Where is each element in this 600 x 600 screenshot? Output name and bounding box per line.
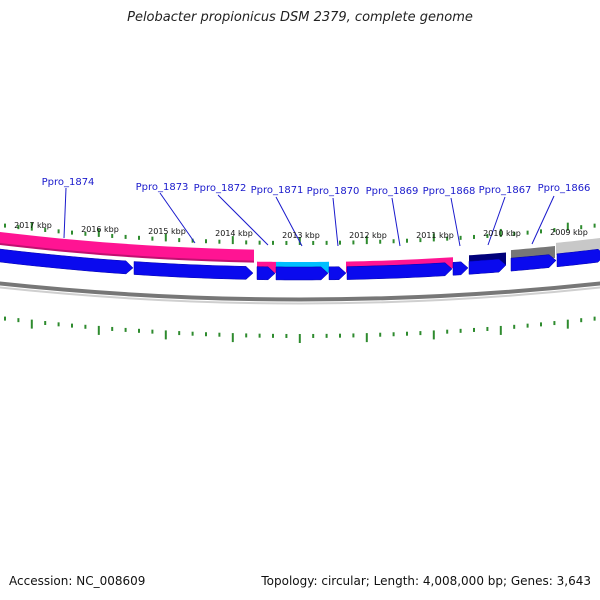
gene-arrow: [0, 248, 134, 275]
genome-stats-text: Topology: circular; Length: 4,008,000 bp…: [261, 574, 591, 588]
kbp-label: 2014 kbp: [215, 229, 253, 238]
tick-marks-bottom: [4, 316, 596, 343]
gene-label[interactable]: Ppro_1871: [251, 185, 304, 196]
gene-arrow: [510, 254, 557, 272]
gene-label[interactable]: Ppro_1870: [307, 186, 360, 197]
gene-label[interactable]: Ppro_1866: [538, 183, 591, 194]
leader-line: [275, 196, 303, 247]
backbone-outer: [0, 281, 600, 302]
leader-line: [391, 197, 401, 247]
kbp-label: 2011 kbp: [416, 231, 454, 240]
forward-strand-track: [0, 248, 600, 281]
leader-line: [487, 196, 506, 246]
kbp-label-group: 2017 kbp 2016 kbp 2015 kbp 2014 kbp 2013…: [14, 221, 588, 240]
gene-leader-lines: [63, 187, 555, 247]
genome-title: Pelobacter propionicus DSM 2379, complet…: [127, 10, 473, 25]
leader-line: [332, 197, 339, 247]
leader-line: [450, 197, 461, 247]
accession-text: Accession: NC_008609: [9, 574, 146, 588]
backbone-inner: [0, 286, 600, 305]
kbp-label: 2012 kbp: [349, 231, 387, 240]
gene-label[interactable]: Ppro_1872: [194, 183, 247, 194]
leader-line: [159, 192, 196, 244]
kbp-label: 2016 kbp: [81, 225, 119, 234]
gene-arrow: [133, 261, 254, 280]
gene-label-group: Ppro_1874 Ppro_1873 Ppro_1872 Ppro_1871 …: [42, 177, 591, 197]
leader-line: [63, 187, 67, 239]
gene-arrow: [346, 262, 453, 280]
kbp-label: 2010 kbp: [483, 229, 521, 238]
gene-arrow: [452, 261, 469, 276]
feature-block-pink: [0, 231, 254, 262]
kbp-label: 2015 kbp: [148, 227, 186, 236]
gene-label[interactable]: Ppro_1874: [42, 177, 95, 188]
gene-label[interactable]: Ppro_1868: [423, 186, 476, 197]
gene-label[interactable]: Ppro_1873: [136, 182, 189, 193]
kbp-label: 2009 kbp: [550, 228, 588, 237]
leader-line: [531, 195, 555, 245]
feature-block-shadow: [0, 242, 254, 263]
kbp-label: 2017 kbp: [14, 221, 52, 230]
gene-label[interactable]: Ppro_1867: [479, 185, 532, 196]
tick-marks-top: [4, 222, 596, 245]
gene-arrow: [328, 266, 347, 281]
leader-line: [217, 194, 269, 246]
gene-arrow: [556, 248, 600, 268]
kbp-label: 2013 kbp: [282, 231, 320, 240]
gene-arrow: [256, 266, 276, 281]
gene-arrow: [468, 258, 507, 275]
gene-label[interactable]: Ppro_1869: [366, 186, 419, 197]
gene-arrow: [275, 266, 329, 281]
